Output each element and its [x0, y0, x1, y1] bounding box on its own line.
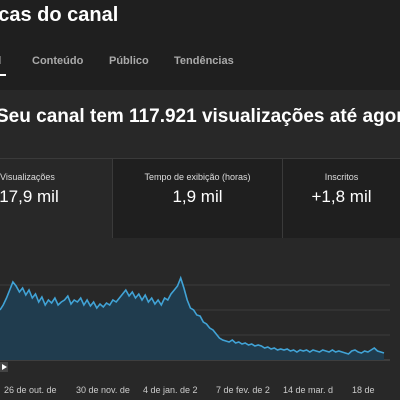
metric-value-subscribers: +1,8 mil [311, 187, 372, 206]
metric-label-subscribers: Inscritos [324, 172, 359, 182]
metric-label-watch-time: Tempo de exibição (horas) [144, 172, 251, 182]
views-area [0, 278, 384, 360]
tab-bar: l Conteúdo Público Tendências [0, 50, 400, 90]
tab-content[interactable]: Conteúdo [32, 55, 84, 67]
tab-trends[interactable]: Tendências [174, 55, 234, 67]
metric-card-watch-time[interactable]: Tempo de exibição (horas) 1,9 mil [112, 159, 282, 239]
play-icon[interactable] [0, 362, 8, 372]
tab-overview[interactable]: l [0, 50, 1, 90]
metric-card-subscribers[interactable]: Inscritos +1,8 mil [282, 159, 400, 239]
tab-active-indicator [0, 74, 6, 76]
tab-audience[interactable]: Público [109, 55, 149, 67]
metric-label-views: Visualizações [0, 172, 55, 182]
views-chart: 26 de out. de 30 de nov. de 4 de jan. de 2… [0, 238, 400, 400]
page-title: ticas do canal [0, 4, 119, 26]
x-tick-label: 30 de nov. de [76, 385, 130, 395]
views-headline: Seu canal tem 117.921 visualizações até … [0, 106, 400, 127]
metric-value-views: 117,9 mil [0, 187, 59, 206]
metric-value-watch-time: 1,9 mil [172, 187, 223, 206]
x-tick-label: 26 de out. de [4, 385, 57, 395]
analytics-header: ticas do canal l Conteúdo Público Tendên… [0, 0, 400, 90]
metric-cards: Visualizações 117,9 mil Tempo de exibiçã… [0, 158, 400, 239]
x-tick-label: 18 de [352, 385, 375, 395]
metric-card-views[interactable]: Visualizações 117,9 mil [0, 159, 112, 239]
x-tick-label: 14 de mar. d [283, 385, 334, 395]
views-line [0, 275, 385, 355]
views-chart-svg [0, 275, 390, 361]
x-tick-label: 4 de jan. de 2 [143, 385, 198, 395]
x-tick-label: 7 de fev. de 2 [216, 385, 270, 395]
